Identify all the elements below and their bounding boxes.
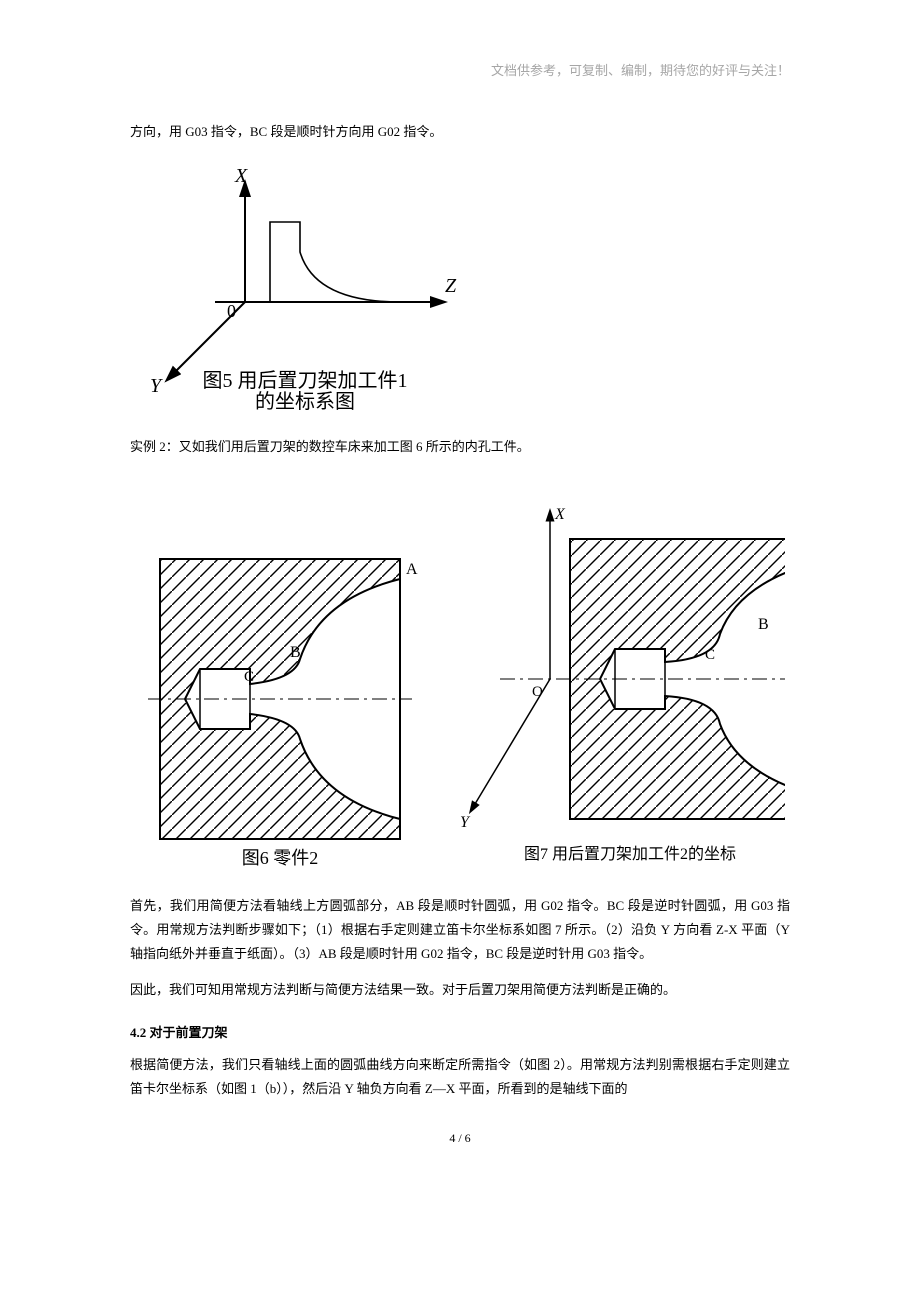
figure-5: X Z Y 0 图5 用后置刀架加工件1 的坐标系图 (140, 162, 790, 417)
figure-5-svg: X Z Y 0 图5 用后置刀架加工件1 的坐标系图 (140, 162, 470, 412)
paragraph-4: 因此，我们可知用常规方法判断与简便方法结果一致。对于后置刀架用简便方法判断是正确… (130, 978, 790, 1002)
figure-6-caption: 图6 零件2 (242, 848, 319, 868)
paragraph-1: 方向，用 G03 指令，BC 段是顺时针方向用 G02 指令。 (130, 120, 790, 144)
figure-6: A B C 图6 零件2 (130, 549, 420, 874)
document-page: 文档供参考，可复制、编制，期待您的好评与关注！ 方向，用 G03 指令，BC 段… (0, 0, 920, 1186)
figure-7-axis-x: X (554, 506, 566, 523)
axis-x-label: X (234, 165, 248, 187)
figure-7-svg: X Y O B C 图7 用后置刀架加工件2的坐标 (460, 499, 785, 869)
origin-label: 0 (227, 301, 236, 321)
paragraph-5: 根据简便方法，我们只看轴线上面的圆弧曲线方向来断定所需指令（如图 2）。用常规方… (130, 1053, 790, 1101)
figure-6-label-a: A (406, 561, 418, 578)
figure-7-origin: O (532, 684, 543, 700)
figure-7-axis-y: Y (460, 814, 471, 831)
figure-7-label-b: B (758, 616, 769, 633)
figure-7-caption: 图7 用后置刀架加工件2的坐标 (524, 845, 736, 863)
paragraph-2: 实例 2：又如我们用后置刀架的数控车床来加工图 6 所示的内孔工件。 (130, 435, 790, 459)
figure-6-label-c: C (244, 669, 254, 685)
section-4-2-title: 4.2 对于前置刀架 (130, 1022, 790, 1041)
axis-z-label: Z (445, 275, 457, 297)
paragraph-3: 首先，我们用简便方法看轴线上方圆弧部分，AB 段是顺时针圆弧，用 G02 指令。… (130, 894, 790, 966)
figure-7: X Y O B C 图7 用后置刀架加工件2的坐标 (460, 499, 785, 874)
axis-y-label: Y (150, 375, 163, 397)
figure-6-svg: A B C 图6 零件2 (130, 549, 420, 869)
page-number: 4 / 6 (130, 1131, 790, 1146)
header-note: 文档供参考，可复制、编制，期待您的好评与关注！ (491, 60, 790, 79)
figure-5-caption-l2: 的坐标系图 (255, 390, 355, 412)
figure-6-label-b: B (290, 644, 301, 661)
figure-row-6-7: A B C 图6 零件2 (130, 499, 790, 874)
figure-5-caption-l1: 图5 用后置刀架加工件1 (203, 369, 408, 392)
figure-7-label-c: C (705, 647, 715, 663)
